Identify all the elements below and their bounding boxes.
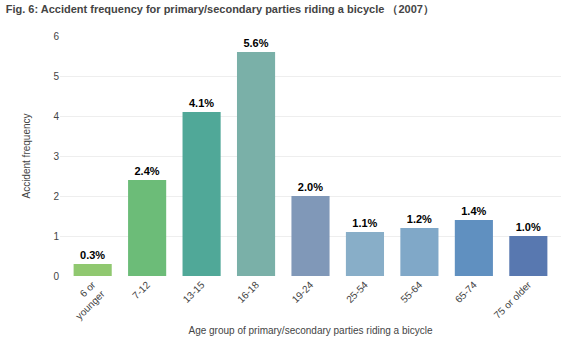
svg-text:13-15: 13-15 [181,279,207,305]
svg-text:16-18: 16-18 [235,279,261,305]
svg-text:19-24: 19-24 [290,279,316,305]
svg-text:1.4%: 1.4% [461,205,486,217]
svg-text:65-74: 65-74 [453,279,479,305]
svg-text:1.1%: 1.1% [352,217,377,229]
svg-text:25-54: 25-54 [344,279,370,305]
svg-text:1.2%: 1.2% [407,213,432,225]
svg-text:75 or older: 75 or older [492,279,534,321]
svg-text:6: 6 [53,31,59,42]
svg-text:1: 1 [53,231,59,242]
svg-text:4.1%: 4.1% [189,97,214,109]
svg-text:0.3%: 0.3% [80,249,105,261]
svg-text:55-64: 55-64 [398,279,424,305]
svg-text:2: 2 [53,191,59,202]
svg-text:7-12: 7-12 [130,279,152,301]
svg-text:6 oryounger: 6 oryounger [64,279,107,322]
svg-text:5.6%: 5.6% [243,37,268,49]
svg-text:2.0%: 2.0% [298,181,323,193]
svg-text:4: 4 [53,111,59,122]
svg-text:Age group of primary/secondary: Age group of primary/secondary parties r… [188,325,432,336]
svg-text:1.0%: 1.0% [516,221,541,233]
svg-text:2.4%: 2.4% [134,165,159,177]
svg-text:5: 5 [53,71,59,82]
svg-text:Fig. 6: Accident frequency for: Fig. 6: Accident frequency for primary/s… [6,3,434,16]
svg-text:Accident frequency: Accident frequency [21,113,32,198]
svg-text:0: 0 [53,271,59,282]
svg-text:3: 3 [53,151,59,162]
